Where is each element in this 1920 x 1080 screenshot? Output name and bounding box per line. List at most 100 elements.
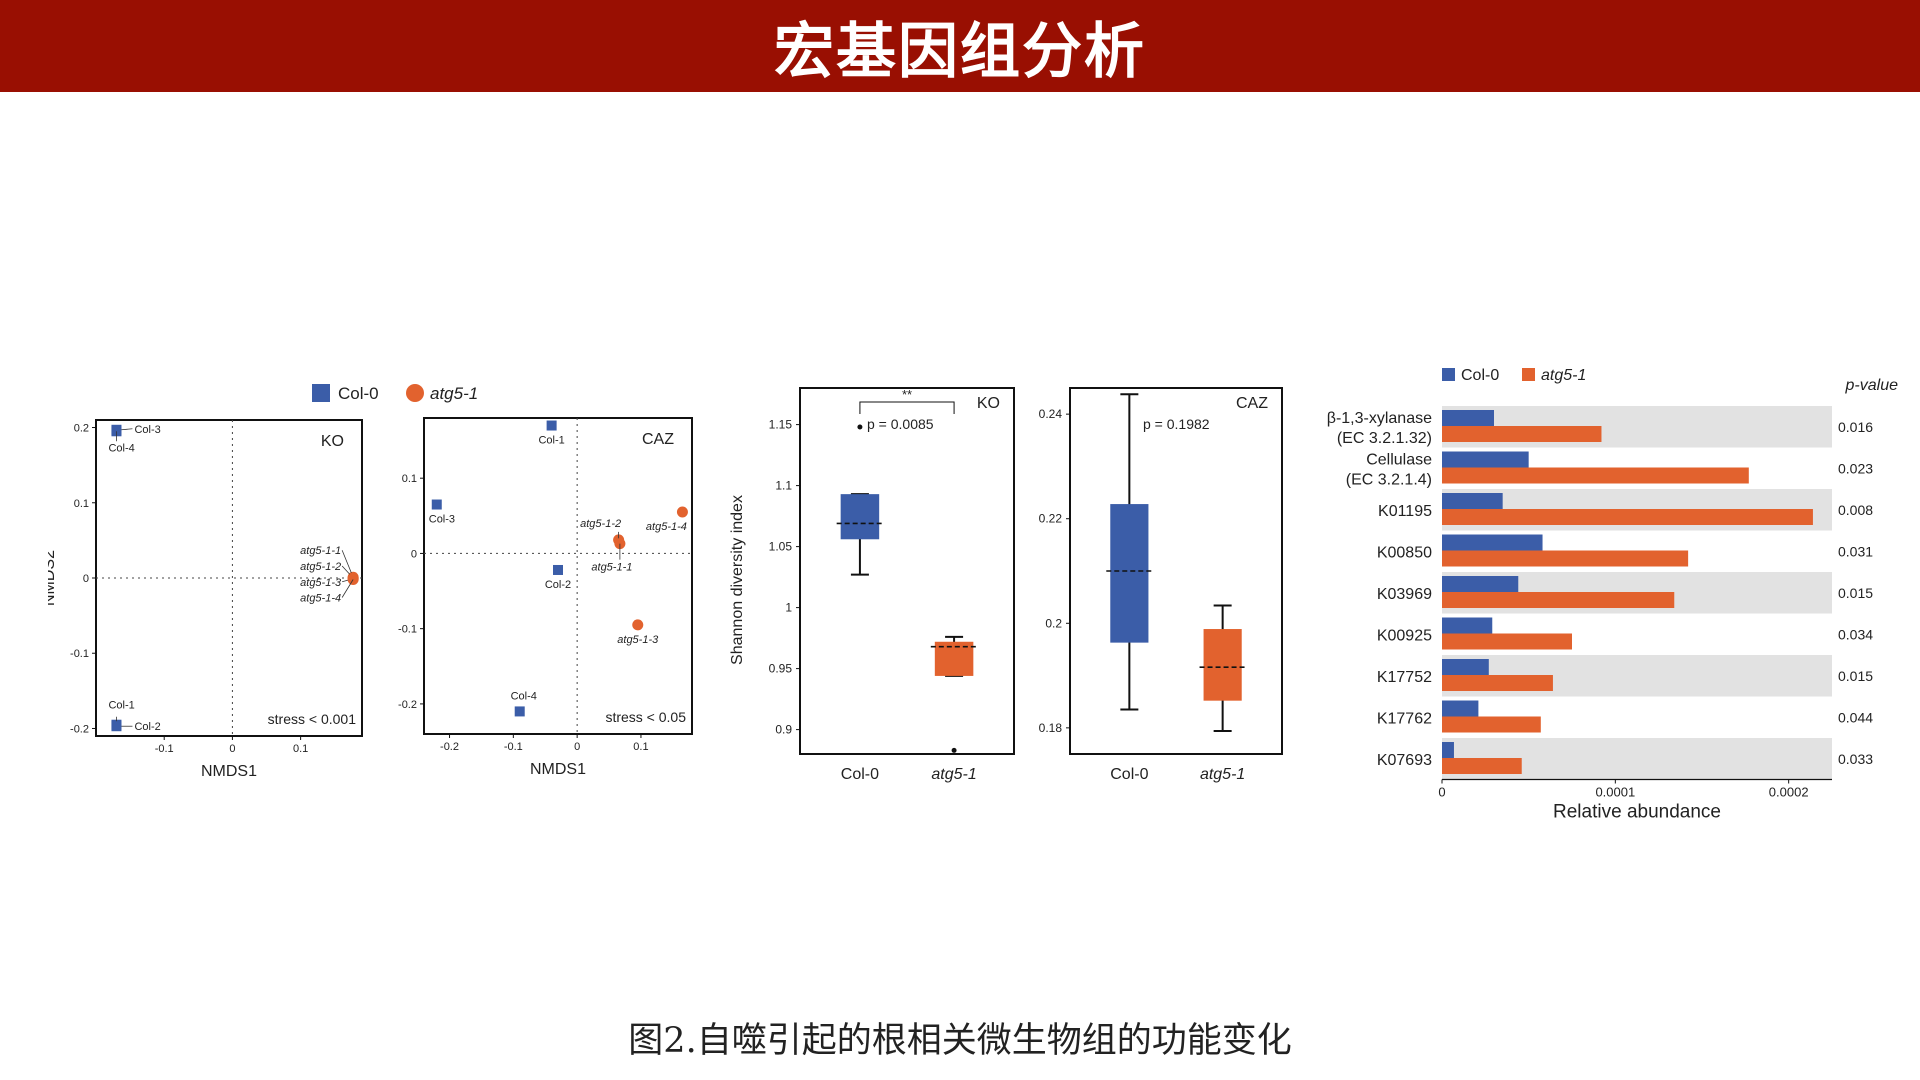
legend-col0-swatch [1442,368,1455,381]
legend-atg5-swatch [1522,368,1535,381]
y-tick-label: 0.22 [1039,512,1063,526]
bar-atg5 [1442,758,1522,774]
bar-atg5 [1442,716,1541,733]
point-label: atg5-1-3 [300,577,342,589]
bar-col0 [1442,534,1543,551]
plot-frame [423,417,693,735]
y-tick-label: -0.2 [70,723,89,735]
panel-label: KO [977,395,1000,412]
point-col0 [546,420,557,431]
bar-atg5 [1442,675,1553,691]
y-axis-label: NMDS2 [48,550,58,606]
figure-caption: 图2.自噬引起的根相关微生物组的功能变化 [628,1021,1292,1061]
point-col0 [431,499,442,510]
y-tick-label: 1.15 [769,418,793,432]
bar-atg5 [1442,467,1749,484]
x-tick-label: 0.0002 [1769,785,1809,800]
y-tick-label: 0.95 [769,662,793,676]
box-outlier [857,424,863,430]
pvalue-label: 0.015 [1838,668,1873,684]
bar-col0 [1442,700,1479,717]
point-label: Col-3 [134,424,160,436]
pvalue-label: 0.016 [1838,419,1873,435]
legend-atg5-swatch [406,384,424,402]
x-axis-label: NMDS1 [201,763,257,780]
category-label: K17762 [1377,711,1432,728]
point-label-leader [341,550,354,578]
x-axis-label: NMDS1 [530,761,586,778]
nmds-charts: Col-0 atg5-1 -0.1 0 0.1 -0.2 -0.1 0 0.1 0.2 KO stre… [48,384,693,780]
category-label: K07693 [1377,752,1432,769]
point-label: Col-1 [108,700,134,712]
bar-atg5 [1442,550,1689,567]
y-tick-label: 0.2 [74,423,89,435]
pvalue-label: 0.034 [1838,627,1873,643]
category-label: β-1,3-xylanase [1327,410,1432,427]
bar-col0 [1442,742,1454,758]
point-col0 [111,426,122,437]
y-tick-label: -0.2 [398,699,417,711]
y-tick-label: 1.05 [769,540,793,554]
point-label: Col-4 [511,690,537,702]
bar-atg5 [1442,633,1572,650]
x-category-label: Col-0 [1110,766,1148,783]
panel-label: CAZ [642,431,674,448]
x-tick-label: 0.1 [633,741,648,753]
x-category-label: atg5-1 [1200,766,1245,783]
y-tick-label: 0.2 [1045,616,1062,630]
y-tick-label: 0.9 [775,723,792,737]
pvalue-label: 0.008 [1838,502,1873,518]
point-label: Col-2 [545,579,571,591]
abundance-chart: Col-0 atg5-1 p-value β-1,3-xylanase (EC 3.2.… [1327,367,1899,823]
y-tick-label: -0.1 [70,648,89,660]
legend-col0-swatch [312,384,330,402]
panel-label: CAZ [1236,395,1268,412]
pvalue-label: 0.031 [1838,544,1873,560]
y-tick-label: 0 [411,548,417,560]
y-tick-label: 1.1 [775,479,792,493]
x-tick-label: -0.2 [440,741,459,753]
y-axis-label: Shannon diversity index [729,495,746,665]
shannon-charts: 0.9 0.95 1 1.05 1.1 1.15 Col-0 atg5-1 KO ** p = 0.… [729,387,1283,783]
category-label: K01195 [1378,503,1432,520]
significance-bracket [859,401,955,414]
stress-label: stress < 0.05 [605,709,686,725]
bar-col0 [1442,659,1489,675]
point-label: Col-3 [429,514,455,526]
point-label: atg5-1-3 [617,634,659,646]
panel-abundance: Col-0 atg5-1 p-value β-1,3-xylanase (EC 3.2.… [1290,350,1910,830]
box-iqr [1110,504,1149,643]
y-tick-label: 1 [785,601,792,615]
bar-atg5 [1442,426,1602,442]
point-atg5 [632,619,644,631]
page-title: 宏基因组分析 [774,16,1146,87]
bar-col0 [1442,493,1503,509]
point-label: atg5-1-2 [300,561,341,573]
pvalue-header: p-value [1845,377,1899,394]
panel-nmds: Col-0 atg5-1 -0.1 0 0.1 -0.2 -0.1 0 0.1 0.2 KO stre… [48,370,708,800]
category-label: K17752 [1377,669,1432,686]
x-tick-label: 0 [1438,785,1445,800]
panel-label: KO [321,433,344,450]
point-col0 [514,706,525,717]
point-label-leader [341,579,354,598]
x-tick-label: 0.1 [293,743,308,755]
category-label: K03969 [1377,586,1432,603]
category-label: K00925 [1377,628,1432,645]
bar-col0 [1442,410,1494,426]
pvalue-label: 0.023 [1838,461,1873,477]
point-label: Col-1 [538,435,564,447]
pvalue-label: p = 0.1982 [1143,416,1210,432]
x-category-label: Col-0 [841,766,879,783]
box-iqr [840,494,880,540]
box-outlier [951,747,957,753]
stress-label: stress < 0.001 [268,711,357,727]
y-tick-label: 0.1 [402,473,417,485]
point-atg5 [676,506,688,518]
box-iqr [934,641,974,676]
y-tick-label: 0.1 [74,498,89,510]
plot-frame [1069,387,1283,755]
x-tick-label: 0.0001 [1595,785,1635,800]
legend-col0-label: Col-0 [338,384,379,403]
point-col0 [111,721,122,732]
